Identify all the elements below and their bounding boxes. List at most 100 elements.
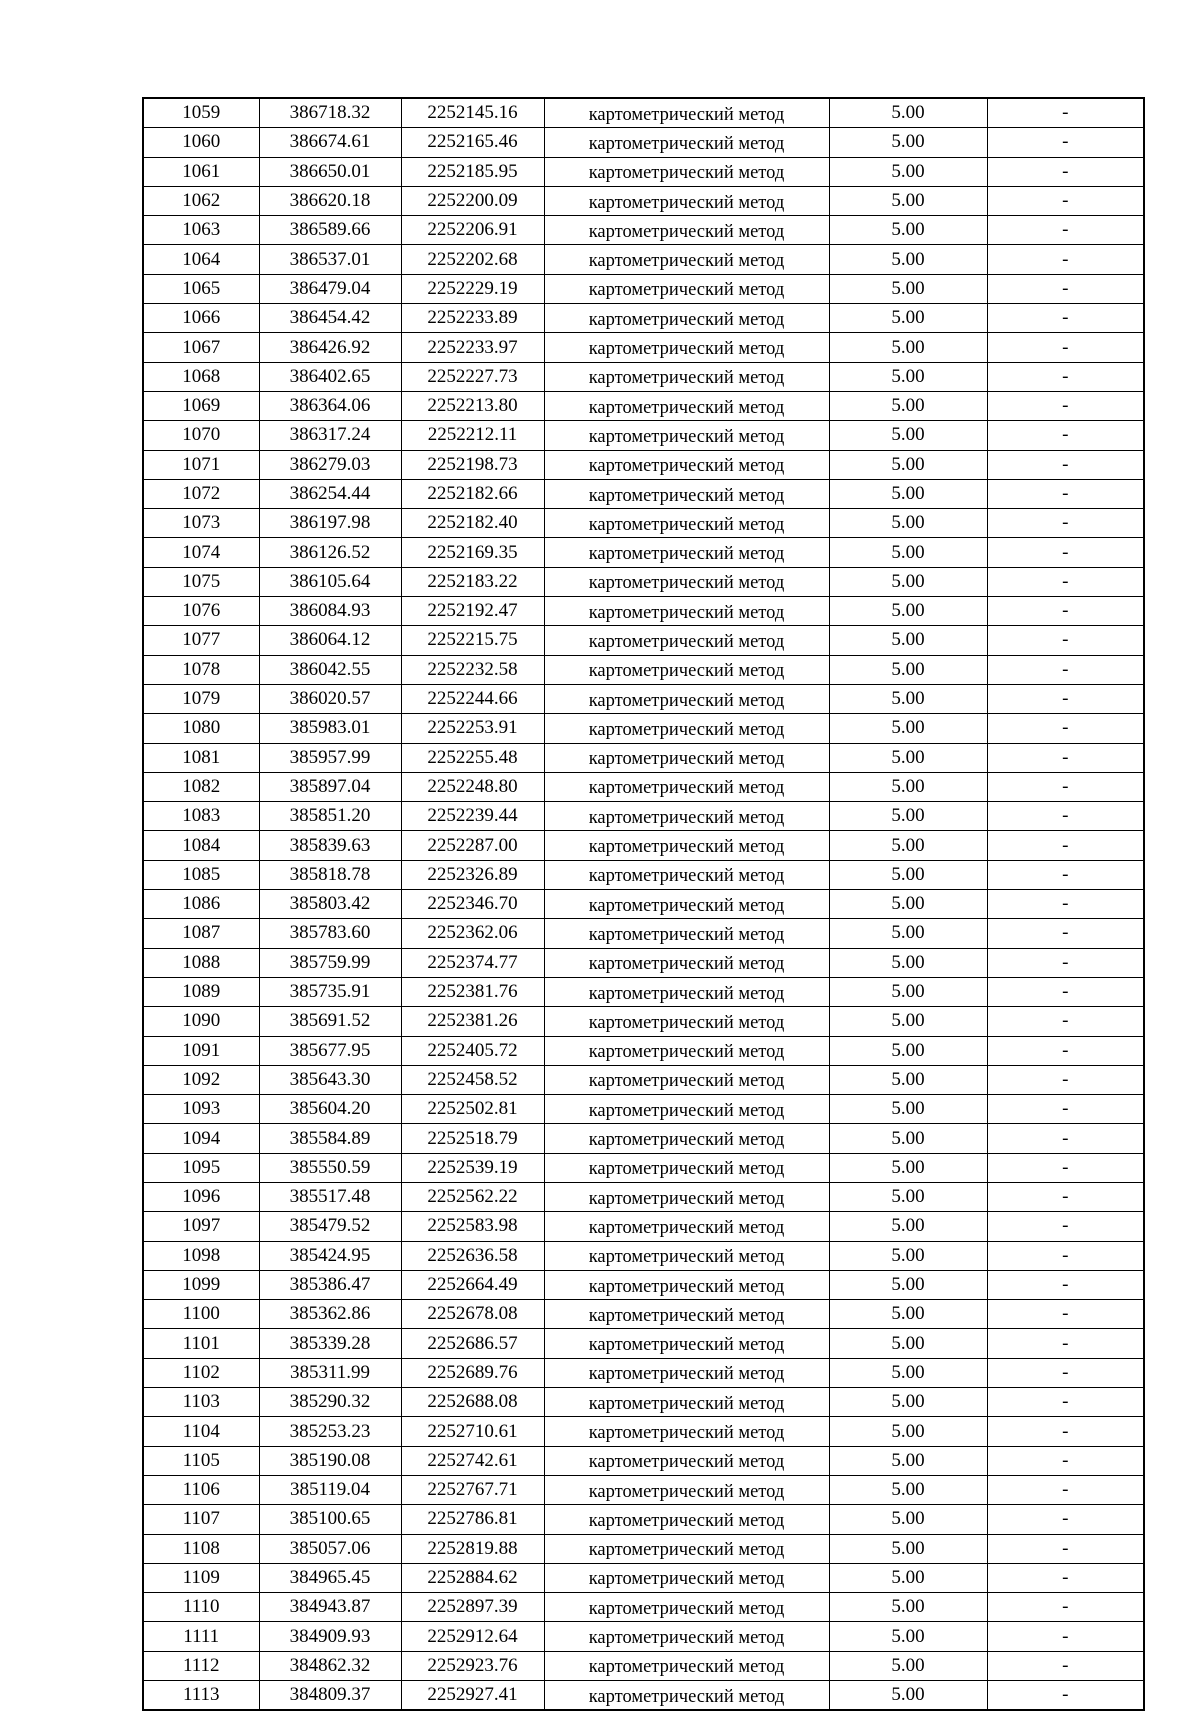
point-number-cell: 1089 [142,976,260,1008]
x-coordinate-cell: 385818.78 [258,859,402,891]
accuracy-cell: 5.00 [828,332,988,363]
accuracy-cell: 5.00 [828,1474,988,1506]
table-row: 1079 386020.57 2252244.66 картометрический … [142,683,1145,715]
note-cell: - [986,390,1145,422]
table-row: 1095 385550.59 2252539.19 картометрический … [142,1152,1145,1183]
method-cell: картометрический метод [543,215,830,246]
table-row: 1113 384809.37 2252927.41 картометрический … [142,1680,1145,1711]
table-row: 1065 386479.04 2252229.19 картометрический … [142,273,1145,305]
y-coordinate-cell: 2252562.22 [400,1181,545,1213]
note-cell: - [986,683,1145,715]
x-coordinate-cell: 386589.66 [258,215,402,246]
point-number-cell: 1088 [142,947,260,978]
method-cell: картометрический метод [543,332,830,363]
method-cell: картометрический метод [543,1445,830,1476]
note-cell: - [986,1240,1145,1271]
x-coordinate-cell: 385362.86 [258,1299,402,1330]
accuracy-cell: 5.00 [828,1240,988,1271]
method-cell: картометрический метод [543,859,830,891]
table-row: 1100 385362.86 2252678.08 картометрический … [142,1299,1145,1330]
table-row: 1112 384862.32 2252923.76 картометрический … [142,1650,1145,1682]
accuracy-cell: 5.00 [828,303,988,334]
method-cell: картометрический метод [543,1269,830,1301]
point-number-cell: 1064 [142,244,260,275]
table-row: 1109 384965.45 2252884.62 картометрический … [142,1562,1145,1594]
table-row: 1097 385479.52 2252583.98 картометрический … [142,1211,1145,1242]
accuracy-cell: 5.00 [828,947,988,978]
note-cell: - [986,1357,1145,1389]
method-cell: картометрический метод [543,1328,830,1359]
x-coordinate-cell: 384862.32 [258,1650,402,1682]
y-coordinate-cell: 2252145.16 [400,97,545,129]
point-number-cell: 1073 [142,508,260,539]
method-cell: картометрический метод [543,390,830,422]
table-row: 1086 385803.42 2252346.70 картометрический … [142,889,1145,920]
method-cell: картометрический метод [543,596,830,627]
note-cell: - [986,1269,1145,1301]
y-coordinate-cell: 2252374.77 [400,947,545,978]
method-cell: картометрический метод [543,1621,830,1652]
x-coordinate-cell: 384965.45 [258,1562,402,1594]
note-cell: - [986,625,1145,656]
table-body: 1059 386718.32 2252145.16 картометрический … [142,97,1145,1711]
y-coordinate-cell: 2252192.47 [400,596,545,627]
accuracy-cell: 5.00 [828,976,988,1008]
y-coordinate-cell: 2252182.40 [400,508,545,539]
point-number-cell: 1105 [142,1445,260,1476]
x-coordinate-cell: 385851.20 [258,801,402,832]
note-cell: - [986,566,1145,598]
accuracy-cell: 5.00 [828,1328,988,1359]
table-row: 1074 386126.52 2252169.35 картометрический … [142,537,1145,568]
table-row: 1104 385253.23 2252710.61 картометрический … [142,1416,1145,1447]
point-number-cell: 1062 [142,185,260,217]
accuracy-cell: 5.00 [828,1181,988,1213]
method-cell: картометрический метод [543,1592,830,1623]
method-cell: картометрический метод [543,97,830,129]
accuracy-cell: 5.00 [828,1357,988,1389]
method-cell: картометрический метод [543,1562,830,1594]
table-row: 1110 384943.87 2252897.39 картометрический … [142,1592,1145,1623]
accuracy-cell: 5.00 [828,859,988,891]
point-number-cell: 1075 [142,566,260,598]
y-coordinate-cell: 2252767.71 [400,1474,545,1506]
y-coordinate-cell: 2252248.80 [400,771,545,803]
x-coordinate-cell: 386020.57 [258,683,402,715]
accuracy-cell: 5.00 [828,713,988,744]
note-cell: - [986,889,1145,920]
method-cell: картометрический метод [543,1123,830,1154]
table-row: 1073 386197.98 2252182.40 картометрический … [142,508,1145,539]
x-coordinate-cell: 384943.87 [258,1592,402,1623]
y-coordinate-cell: 2252502.81 [400,1094,545,1125]
table-row: 1102 385311.99 2252689.76 картометрический … [142,1357,1145,1389]
x-coordinate-cell: 385983.01 [258,713,402,744]
point-number-cell: 1086 [142,889,260,920]
note-cell: - [986,1211,1145,1242]
x-coordinate-cell: 385803.42 [258,889,402,920]
x-coordinate-cell: 385424.95 [258,1240,402,1271]
y-coordinate-cell: 2252786.81 [400,1504,545,1535]
note-cell: - [986,947,1145,978]
x-coordinate-cell: 386650.01 [258,156,402,187]
accuracy-cell: 5.00 [828,508,988,539]
method-cell: картометрический метод [543,244,830,275]
y-coordinate-cell: 2252405.72 [400,1035,545,1066]
x-coordinate-cell: 385604.20 [258,1094,402,1125]
point-number-cell: 1061 [142,156,260,187]
table-row: 1080 385983.01 2252253.91 картометрический … [142,713,1145,744]
accuracy-cell: 5.00 [828,1533,988,1564]
note-cell: - [986,1533,1145,1564]
table-row: 1084 385839.63 2252287.00 картометрический … [142,830,1145,861]
y-coordinate-cell: 2252927.41 [400,1680,545,1711]
y-coordinate-cell: 2252362.06 [400,918,545,949]
point-number-cell: 1092 [142,1064,260,1096]
method-cell: картометрический метод [543,654,830,685]
y-coordinate-cell: 2252923.76 [400,1650,545,1682]
x-coordinate-cell: 386064.12 [258,625,402,656]
point-number-cell: 1100 [142,1299,260,1330]
table-row: 1098 385424.95 2252636.58 картометрический … [142,1240,1145,1271]
table-row: 1106 385119.04 2252767.71 картометрический … [142,1474,1145,1506]
accuracy-cell: 5.00 [828,97,988,129]
method-cell: картометрический метод [543,420,830,451]
accuracy-cell: 5.00 [828,1504,988,1535]
point-number-cell: 1096 [142,1181,260,1213]
